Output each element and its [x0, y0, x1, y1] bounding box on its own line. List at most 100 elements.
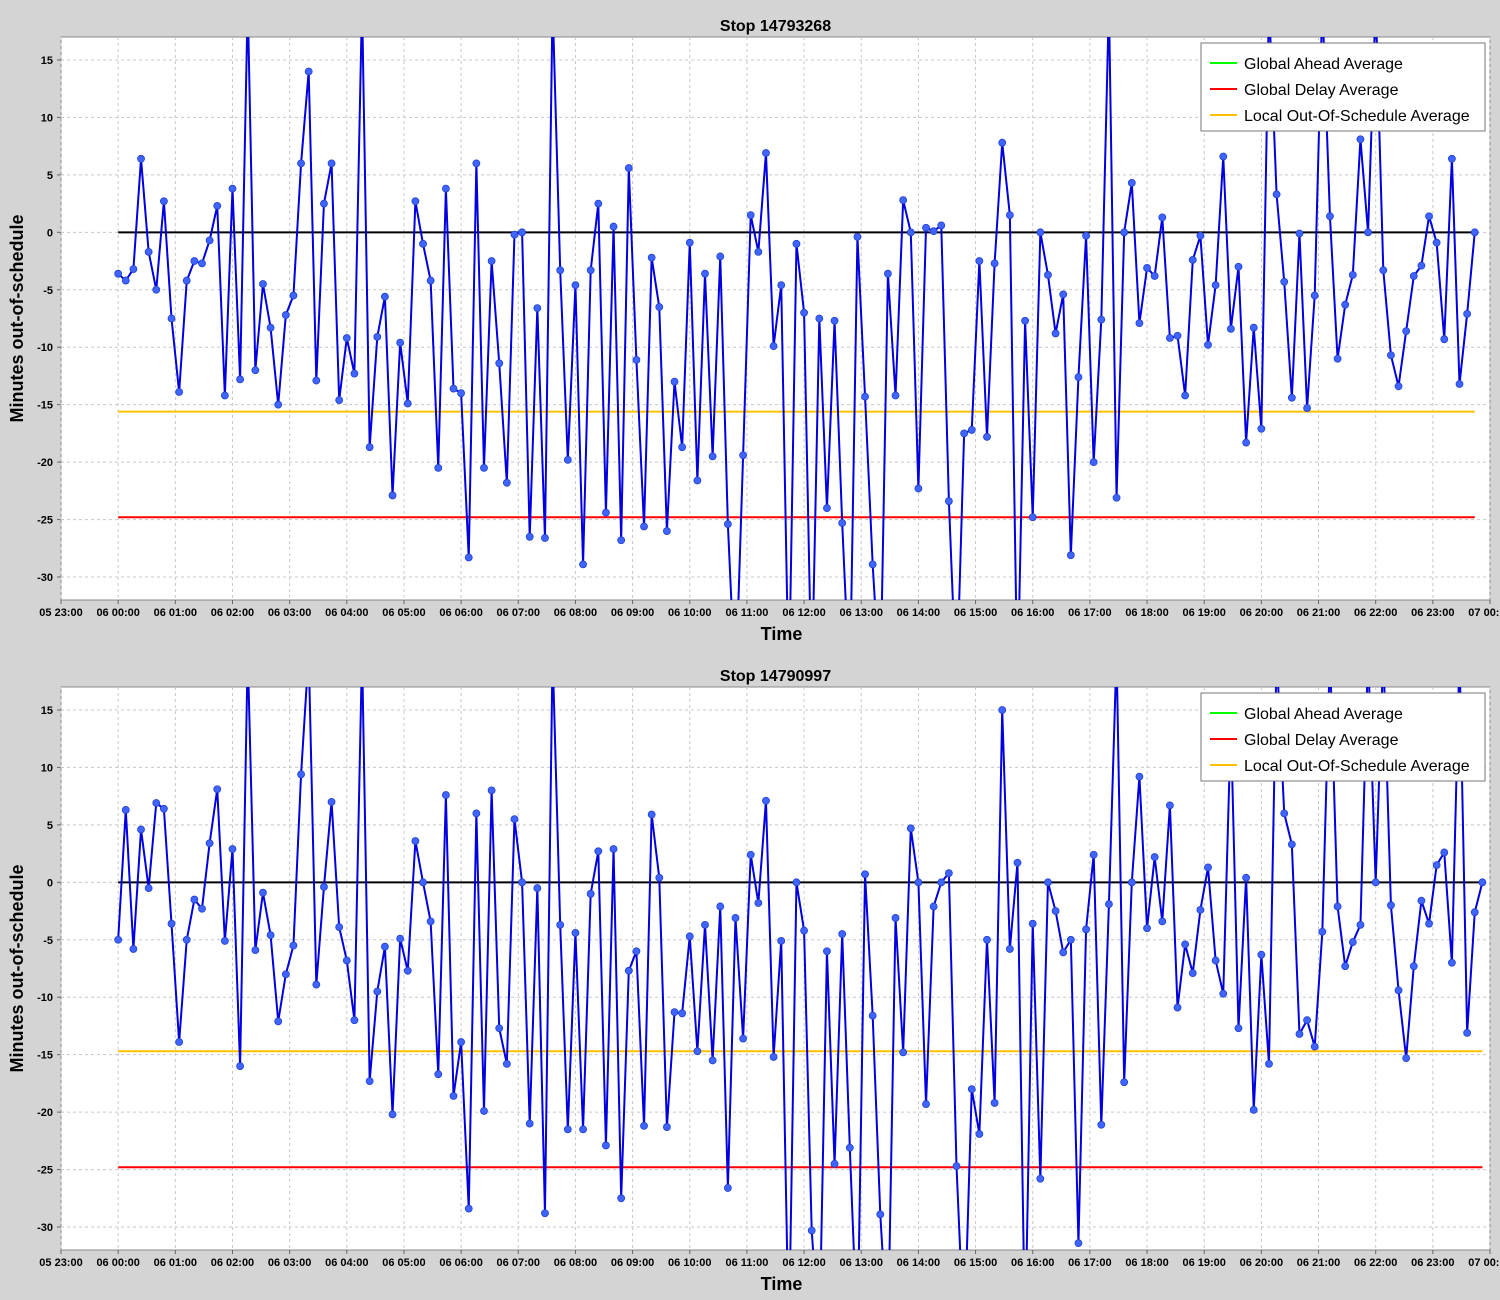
data-point — [1417, 896, 1426, 905]
data-point — [975, 257, 984, 265]
data-point — [1051, 907, 1060, 915]
data-point — [1318, 927, 1327, 936]
data-point — [1265, 1059, 1273, 1068]
x-tick-label: 07 00:00 — [1468, 1257, 1500, 1269]
data-point — [1249, 323, 1258, 332]
x-tick-label: 06 18:00 — [1125, 1257, 1168, 1269]
data-point — [670, 1008, 679, 1017]
data-point — [1478, 878, 1487, 887]
data-point — [1097, 315, 1106, 324]
data-point — [1356, 135, 1365, 144]
x-tick-label: 06 10:00 — [668, 607, 711, 619]
data-point — [792, 878, 801, 887]
data-point — [556, 920, 565, 929]
data-point — [129, 265, 138, 273]
data-point — [762, 149, 770, 157]
data-point — [320, 199, 328, 208]
x-tick-label: 06 19:00 — [1182, 1257, 1225, 1269]
x-tick-label: 06 05:00 — [382, 1257, 425, 1269]
y-tick-label: -5 — [43, 285, 53, 297]
data-point — [304, 67, 313, 76]
data-point — [1303, 1016, 1311, 1025]
x-tick-label: 06 18:00 — [1125, 607, 1168, 619]
data-point — [549, 649, 556, 656]
x-tick-label: 06 20:00 — [1240, 607, 1283, 619]
data-point — [236, 375, 245, 384]
data-point — [266, 931, 275, 940]
data-point — [167, 314, 176, 323]
data-point — [137, 154, 145, 163]
y-tick-label: -15 — [37, 1050, 53, 1062]
data-point — [274, 1017, 283, 1026]
data-point — [220, 391, 229, 400]
data-point — [1226, 324, 1235, 333]
x-tick-label: 05 23:00 — [39, 1257, 82, 1269]
data-point — [937, 221, 946, 230]
data-point — [602, 1141, 610, 1150]
data-point — [137, 825, 145, 834]
x-tick-label: 06 05:00 — [382, 607, 425, 619]
data-point — [861, 870, 869, 879]
data-point — [662, 1123, 671, 1131]
data-point — [1333, 902, 1342, 911]
data-point — [510, 815, 519, 824]
legend-box — [1200, 42, 1486, 132]
data-point — [983, 432, 991, 441]
data-point — [1074, 373, 1083, 381]
data-point — [335, 923, 344, 932]
data-point — [373, 332, 382, 341]
data-point — [1341, 300, 1350, 309]
data-point — [1257, 950, 1266, 959]
data-point — [1394, 382, 1403, 391]
data-point — [388, 1110, 397, 1119]
legend-entry: Global Delay Average — [1244, 82, 1399, 99]
x-tick-label: 06 08:00 — [554, 1257, 597, 1269]
data-point — [388, 491, 397, 500]
data-point — [739, 1034, 748, 1043]
data-point — [1028, 919, 1037, 928]
y-tick-label: 10 — [41, 762, 53, 774]
data-point — [251, 366, 260, 375]
data-point — [297, 159, 305, 168]
data-point — [1326, 649, 1333, 656]
data-point — [990, 259, 999, 268]
x-tick-label: 05 23:00 — [39, 607, 82, 619]
data-point — [640, 522, 648, 531]
data-point — [1127, 179, 1136, 187]
data-point — [1066, 935, 1075, 944]
data-point — [693, 476, 702, 485]
data-point — [1394, 986, 1403, 995]
legend-entry: Global Ahead Average — [1244, 706, 1403, 723]
data-point — [426, 276, 435, 285]
data-point — [502, 478, 511, 487]
data-point — [327, 797, 336, 806]
data-point — [952, 1162, 961, 1171]
data-point — [868, 560, 877, 569]
data-point — [1425, 212, 1433, 221]
x-tick-label: 06 02:00 — [211, 1257, 254, 1269]
data-point — [144, 884, 153, 892]
data-point — [861, 392, 869, 401]
x-tick-label: 07 00:00 — [1468, 607, 1500, 619]
data-point — [1257, 424, 1266, 433]
x-tick-label: 06 09:00 — [611, 607, 654, 619]
data-point — [480, 1107, 488, 1115]
data-point — [342, 956, 351, 965]
x-tick-label: 06 21:00 — [1297, 1257, 1340, 1269]
data-point — [1470, 908, 1479, 917]
data-point — [944, 497, 953, 506]
x-tick-label: 06 09:00 — [611, 1257, 654, 1269]
data-point — [228, 845, 237, 853]
data-point — [152, 799, 161, 807]
data-point — [906, 824, 915, 833]
chart-title: Stop 14793268 — [720, 18, 831, 35]
data-point — [807, 1226, 816, 1235]
data-point — [723, 520, 732, 529]
data-point — [1463, 1028, 1472, 1037]
x-tick-label: 06 03:00 — [268, 1257, 311, 1269]
data-point — [1280, 809, 1289, 818]
data-point — [1372, 0, 1379, 6]
chart-panel-1: Stop 14793268 15 10 5 0 -5 -10 -15 -20 -25 -30 05 2… — [7, 0, 1500, 644]
data-point — [266, 323, 275, 332]
data-point — [205, 839, 214, 848]
